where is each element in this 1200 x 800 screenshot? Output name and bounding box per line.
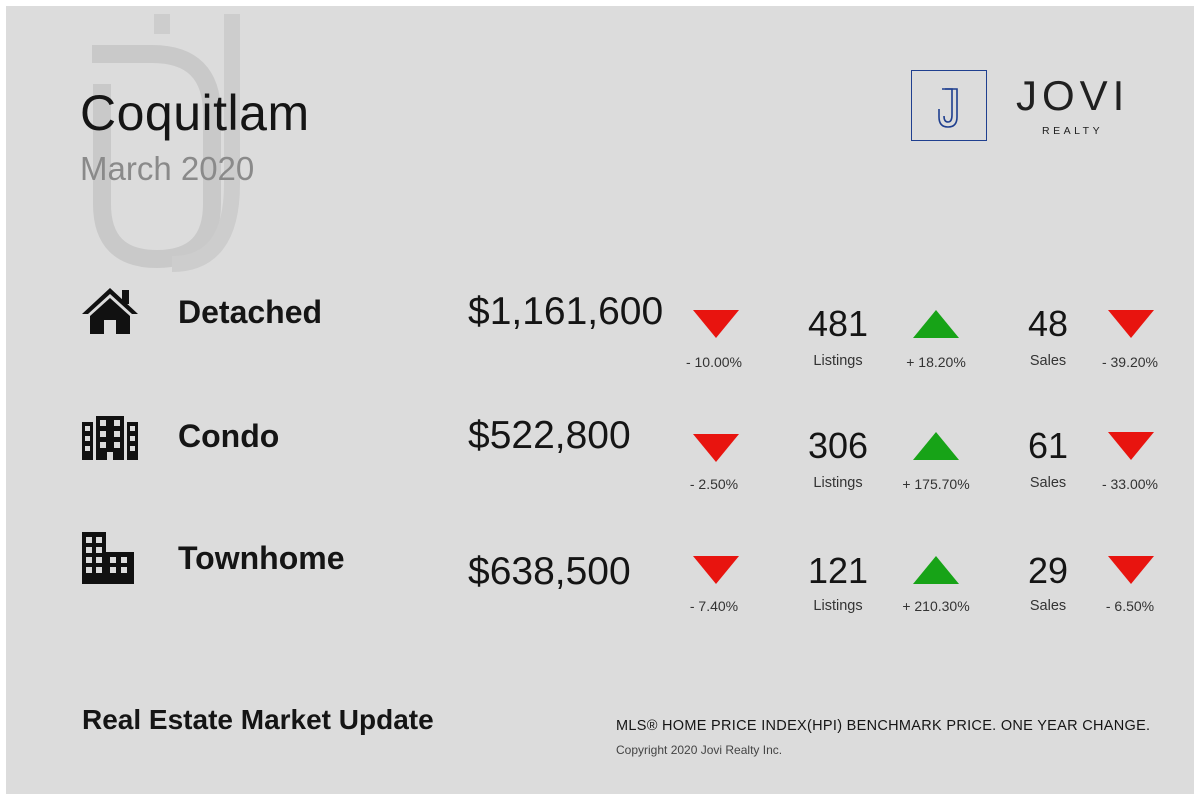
benchmark-price: $1,161,600 — [468, 290, 664, 333]
property-type-label: Townhome — [178, 540, 345, 576]
brand-name: JOVI — [1016, 72, 1130, 119]
down-arrow-icon — [693, 556, 739, 584]
sales-change: - 6.50% — [1105, 598, 1155, 614]
listings-label: Listings — [813, 598, 863, 614]
hpi-footnote: MLS® HOME PRICE INDEX(HPI) BENCHMARK PRI… — [616, 718, 1151, 734]
benchmark-price: $522,800 — [468, 414, 631, 457]
house-icon — [82, 288, 138, 334]
listings-count: 481 — [807, 303, 869, 344]
monogram-j-icon — [938, 88, 958, 128]
copyright-notice: Copyright 2020 Jovi Realty Inc. — [616, 743, 783, 757]
down-arrow-icon — [1108, 432, 1154, 460]
sales-change: - 39.20% — [1101, 354, 1159, 370]
up-arrow-icon — [913, 310, 959, 338]
up-arrow-icon — [913, 556, 959, 584]
watermark-logo — [92, 14, 240, 272]
townhome-buildings-icon — [82, 532, 134, 584]
listings-change: + 210.30% — [902, 598, 970, 614]
row-detached: Detached $1,161,600 - 10.00% 481 Listing… — [6, 284, 1194, 394]
benchmark-price: $638,500 — [468, 550, 631, 593]
listings-label: Listings — [813, 475, 863, 491]
price-change: - 7.40% — [689, 598, 739, 614]
listings-count: 121 — [807, 550, 869, 591]
sales-label: Sales — [1029, 598, 1067, 614]
listings-change: + 175.70% — [902, 476, 970, 492]
market-update-card: Coquitlam March 2020 JOVI REALTY Detache… — [6, 6, 1194, 794]
down-arrow-icon — [1108, 310, 1154, 338]
listings-label: Listings — [813, 353, 863, 369]
listings-change: + 18.20% — [906, 354, 966, 370]
brand-logo-mark — [911, 70, 987, 141]
footer-title: Real Estate Market Update — [82, 704, 434, 735]
price-change: - 10.00% — [685, 354, 743, 370]
city-title: Coquitlam — [80, 85, 310, 141]
up-arrow-icon — [913, 432, 959, 460]
property-type-label: Condo — [178, 418, 280, 454]
sales-count: 29 — [1027, 550, 1069, 591]
listings-count: 306 — [807, 425, 869, 466]
sales-label: Sales — [1029, 353, 1067, 369]
condo-building-icon — [82, 416, 138, 460]
down-arrow-icon — [1108, 556, 1154, 584]
sales-label: Sales — [1029, 475, 1067, 491]
down-arrow-icon — [693, 310, 739, 338]
report-period: March 2020 — [80, 150, 255, 187]
row-townhome: Townhome $638,500 - 7.40% 121 Listings +… — [6, 530, 1194, 640]
sales-count: 61 — [1027, 425, 1069, 466]
price-change: - 2.50% — [689, 476, 739, 492]
property-type-label: Detached — [178, 294, 323, 330]
down-arrow-icon — [693, 434, 739, 462]
sales-change: - 33.00% — [1101, 476, 1159, 492]
brand-tagline: REALTY — [1042, 125, 1104, 137]
sales-count: 48 — [1027, 303, 1069, 344]
row-condo: Condo $522,800 - 2.50% 306 Listings + 17… — [6, 408, 1194, 518]
